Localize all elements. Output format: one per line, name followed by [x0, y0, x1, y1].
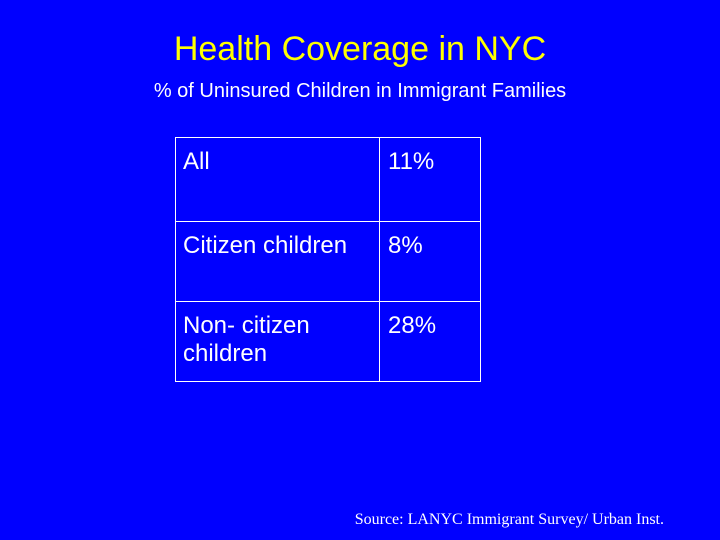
table-row: Non- citizen children 28% [176, 302, 480, 381]
row-label: Non- citizen children [176, 302, 380, 381]
table-row: Citizen children 8% [176, 222, 480, 302]
data-table: All 11% Citizen children 8% Non- citizen… [175, 137, 481, 382]
slide-title: Health Coverage in NYC [173, 30, 547, 68]
row-label: Citizen children [176, 222, 380, 301]
source-note: Source: LANYC Immigrant Survey/ Urban In… [354, 511, 664, 528]
table-row: All 11% [176, 138, 480, 222]
row-value: 8% [388, 232, 423, 259]
slide-subtitle: % of Uninsured Children in Immigrant Fam… [153, 80, 567, 102]
row-value: 28% [388, 312, 437, 339]
row-label: All [176, 138, 380, 221]
row-value: 11% [388, 148, 435, 175]
